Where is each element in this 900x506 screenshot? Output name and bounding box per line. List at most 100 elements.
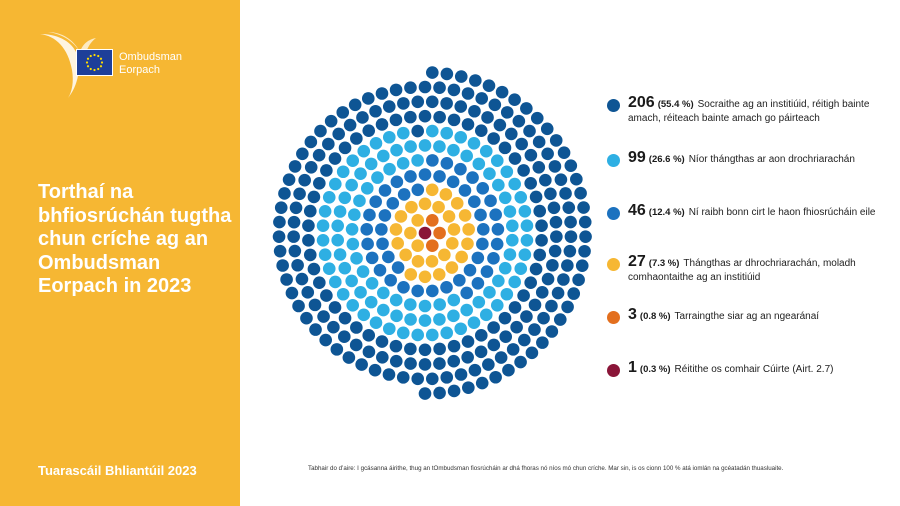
dot-series-1 [324, 114, 338, 128]
dot-series-1 [461, 87, 475, 100]
dot-series-2 [369, 137, 383, 150]
dot-series-2 [498, 191, 512, 205]
dot-series-1 [285, 286, 299, 300]
dot-series-5 [433, 226, 446, 240]
dot-series-1 [487, 338, 501, 352]
dot-series-1 [375, 87, 389, 100]
dot-series-1 [495, 85, 509, 99]
dot-series-1 [518, 333, 531, 347]
dot-series-3 [411, 183, 425, 197]
dot-series-1 [505, 127, 518, 141]
dot-series-1 [382, 100, 396, 113]
dot-series-1 [474, 124, 488, 137]
dot-series-1 [404, 81, 417, 95]
dot-series-2 [472, 295, 486, 309]
dot-series-1 [425, 95, 439, 109]
dot-series-1 [540, 122, 554, 136]
dot-series-2 [503, 205, 517, 218]
sidebar-panel: Ombudsman Eorpach Torthaí na bhfiosrúchá… [0, 0, 240, 506]
dot-series-3 [426, 284, 439, 298]
dot-series-2 [503, 248, 517, 261]
dot-series-2 [331, 219, 345, 233]
dot-series-1 [447, 339, 461, 353]
dot-series-2 [508, 275, 521, 289]
dot-series-1 [510, 320, 523, 334]
dot-series-1 [328, 301, 342, 314]
dot-series-1 [411, 95, 425, 109]
dot-series-1 [541, 272, 555, 286]
dot-series-1 [545, 325, 559, 338]
dot-series-3 [404, 170, 417, 183]
dot-series-1 [447, 83, 461, 97]
eu-star [89, 54, 92, 58]
dot-series-2 [440, 326, 454, 340]
dot-series-3 [474, 208, 487, 222]
dot-series-1 [440, 67, 454, 81]
dot-series-4 [439, 188, 453, 201]
dot-series-2 [365, 276, 379, 290]
dot-series-1 [487, 132, 500, 145]
dot-series-2 [316, 219, 330, 233]
eu-star [93, 68, 96, 72]
dot-series-2 [371, 171, 384, 184]
dot-series-2 [331, 233, 345, 247]
dot-series-1 [433, 110, 446, 124]
dot-series-1 [498, 311, 512, 325]
dot-series-2 [322, 262, 336, 276]
logo-line-1: Ombudsman [119, 51, 182, 63]
dot-series-3 [397, 188, 411, 201]
eu-star [99, 57, 103, 60]
dot-series-3 [360, 223, 374, 236]
dot-series-1 [396, 371, 410, 384]
dot-series-1 [309, 323, 322, 336]
dot-series-1 [564, 230, 578, 243]
dot-series-1 [481, 111, 494, 124]
dot-series-1 [551, 286, 565, 300]
dot-series-1 [533, 248, 547, 262]
dot-series-3 [440, 281, 453, 294]
dot-series-2 [318, 204, 332, 218]
dot-series-1 [282, 173, 296, 186]
dot-series-2 [418, 299, 432, 313]
dot-series-1 [338, 141, 352, 155]
dot-series-2 [354, 286, 367, 299]
dot-series-2 [433, 140, 446, 153]
dot-series-1 [362, 124, 376, 137]
dot-series-1 [336, 106, 350, 119]
dot-series-2 [440, 126, 454, 140]
dot-series-1 [362, 329, 376, 342]
dot-series-4 [411, 214, 425, 227]
dot-series-1 [488, 98, 502, 112]
dot-series-1 [532, 161, 546, 174]
dot-series-1 [303, 204, 317, 218]
dot-series-1 [411, 372, 425, 386]
dot-series-1 [288, 244, 302, 258]
dot-series-1 [499, 330, 513, 343]
legend-label: Níor thángthas ar aon drochriarachán [688, 154, 855, 165]
dot-series-1 [454, 100, 468, 113]
dot-series-1 [349, 338, 363, 352]
legend-swatch [607, 258, 620, 271]
eu-star [97, 67, 100, 71]
eu-flag-icon [76, 49, 113, 76]
dot-series-2 [348, 208, 361, 221]
dot-series-1 [314, 124, 327, 138]
dot-series-1 [512, 114, 526, 128]
dot-series-1 [350, 132, 363, 145]
dot-series-1 [559, 187, 572, 200]
dot-series-2 [500, 287, 514, 301]
dot-series-4 [405, 200, 418, 214]
dot-series-1 [274, 201, 288, 214]
dot-series-2 [490, 154, 504, 168]
legend-label: Ní raibh bonn cirt le haon fhiosrúcháin … [688, 207, 876, 218]
dot-series-1 [322, 137, 335, 151]
eu-star [97, 54, 100, 58]
dot-series-1 [508, 301, 522, 314]
dot-series-2 [377, 286, 390, 300]
dot-series-1 [528, 298, 542, 312]
dot-series-4 [418, 197, 432, 211]
dot-series-1 [447, 384, 461, 398]
dot-series-1 [579, 230, 592, 243]
dot-series-1 [537, 311, 550, 325]
